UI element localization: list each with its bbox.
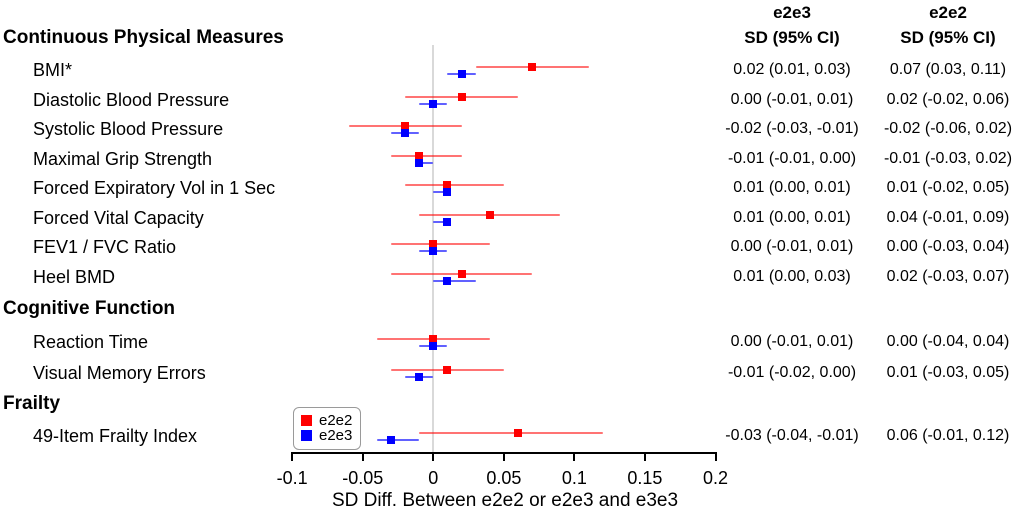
legend-label: e2e3 [319, 427, 353, 444]
marker-e2e3 [457, 69, 466, 78]
ci-line-e2e3 [433, 190, 448, 193]
row-label: Visual Memory Errors [33, 363, 206, 383]
value-cell-e2e2: -0.01 (-0.03, 0.02) [883, 150, 1013, 167]
tick-mark [643, 452, 646, 461]
ci-line-e2e2 [390, 242, 490, 245]
tick-label: 0.05 [486, 468, 522, 488]
row-label: Systolic Blood Pressure [33, 119, 224, 139]
value-cell-e2e2: 0.02 (-0.02, 0.06) [886, 91, 1010, 108]
tick-label: 0.2 [702, 468, 729, 488]
legend-swatch-e2e3 [301, 430, 312, 441]
legend-label: e2e2 [319, 412, 353, 429]
marker-e2e2 [429, 334, 438, 343]
value-cell-e2e2: 0.00 (-0.03, 0.04) [886, 238, 1010, 255]
marker-e2e2 [429, 239, 438, 248]
tick-mark [573, 452, 576, 461]
tick-label: -0.05 [342, 468, 384, 488]
marker-e2e2 [485, 210, 494, 219]
value-cell-e2e3: 0.01 (0.00, 0.01) [733, 209, 851, 226]
value-cell-e2e3: -0.01 (-0.01, 0.00) [727, 150, 857, 167]
legend-swatch-e2e2 [301, 415, 312, 426]
tick-label: 0.15 [627, 468, 663, 488]
marker-e2e3 [443, 217, 452, 226]
marker-e2e2 [513, 428, 522, 437]
ci-line-e2e3 [433, 279, 476, 282]
row-label: Diastolic Blood Pressure [33, 90, 230, 110]
row-label: Heel BMD [33, 267, 116, 287]
marker-e2e3 [415, 158, 424, 167]
value-cell-e2e2: -0.02 (-0.06, 0.02) [883, 120, 1013, 137]
section-label: Continuous Physical Measures [3, 27, 284, 48]
ci-line-e2e3 [376, 438, 420, 441]
tick-mark [361, 452, 364, 461]
row-label: Forced Expiratory Vol in 1 Sec [33, 178, 276, 198]
tick-mark [714, 452, 717, 461]
value-cell-e2e3: 0.01 (0.00, 0.01) [733, 179, 851, 196]
column-subheader-e2e2: SD (95% CI) [900, 28, 996, 47]
legend: e2e2 e2e3 [293, 407, 361, 450]
marker-e2e3 [429, 246, 438, 255]
legend-item-e2e3: e2e3 [301, 427, 353, 444]
value-cell-e2e3: 0.00 (-0.01, 0.01) [730, 333, 854, 350]
marker-e2e2 [457, 92, 466, 101]
tick-label: 0 [428, 468, 439, 488]
value-cell-e2e2: 0.01 (-0.03, 0.05) [886, 364, 1010, 381]
x-axis-title: SD Diff. Between e2e2 or e2e3 and e3e3 [331, 490, 679, 511]
section-label: Cognitive Function [3, 298, 176, 319]
tick-mark [502, 452, 505, 461]
column-header-e2e3: e2e3 [773, 3, 811, 22]
tick-mark [291, 452, 294, 461]
marker-e2e3 [429, 99, 438, 108]
column-subheader-e2e3: SD (95% CI) [744, 28, 840, 47]
marker-e2e3 [443, 187, 452, 196]
marker-e2e2 [528, 62, 537, 71]
tick-label: -0.1 [276, 468, 308, 488]
value-cell-e2e3: -0.02 (-0.03, -0.01) [725, 120, 859, 137]
row-label: Forced Vital Capacity [33, 208, 204, 228]
ci-line-e2e2 [405, 183, 504, 186]
value-cell-e2e2: 0.02 (-0.03, 0.07) [886, 268, 1010, 285]
value-cell-e2e2: 0.06 (-0.01, 0.12) [886, 427, 1010, 444]
marker-e2e3 [443, 276, 452, 285]
value-cell-e2e3: 0.00 (-0.01, 0.01) [730, 238, 854, 255]
row-label: Maximal Grip Strength [33, 149, 213, 169]
ci-line-e2e2 [419, 431, 603, 434]
value-cell-e2e2: 0.00 (-0.04, 0.04) [886, 333, 1010, 350]
value-cell-e2e3: 0.01 (0.00, 0.03) [733, 268, 851, 285]
row-label: 49-Item Frailty Index [33, 426, 198, 446]
value-cell-e2e3: -0.01 (-0.02, 0.00) [727, 364, 857, 381]
marker-e2e3 [415, 372, 424, 381]
row-label: Reaction Time [33, 332, 149, 352]
tick-label: 0.1 [561, 468, 587, 488]
ci-line-e2e3 [433, 220, 448, 223]
value-cell-e2e3: -0.03 (-0.04, -0.01) [725, 427, 859, 444]
tick-mark [432, 452, 435, 461]
marker-e2e3 [429, 341, 438, 350]
marker-e2e2 [401, 121, 410, 130]
marker-e2e2 [457, 269, 466, 278]
value-cell-e2e3: 0.02 (0.01, 0.03) [733, 61, 851, 78]
marker-e2e3 [401, 128, 410, 137]
value-cell-e2e3: 0.00 (-0.01, 0.01) [730, 91, 854, 108]
value-cell-e2e2: 0.04 (-0.01, 0.09) [886, 209, 1010, 226]
value-cell-e2e2: 0.07 (0.03, 0.11) [889, 61, 1007, 78]
column-header-e2e2: e2e2 [929, 3, 967, 22]
ci-line-e2e3 [419, 161, 434, 164]
section-label: Frailty [3, 393, 61, 414]
row-label: BMI* [33, 60, 73, 80]
value-cell-e2e2: 0.01 (-0.02, 0.05) [886, 179, 1010, 196]
ci-line-e2e2 [390, 154, 462, 157]
legend-items: e2e2 e2e3 [301, 412, 353, 444]
marker-e2e2 [443, 365, 452, 374]
row-label: FEV1 / FVC Ratio [33, 237, 177, 257]
marker-e2e2 [415, 151, 424, 160]
legend-item-e2e2: e2e2 [301, 412, 353, 429]
marker-e2e2 [443, 180, 452, 189]
marker-e2e3 [386, 435, 395, 444]
